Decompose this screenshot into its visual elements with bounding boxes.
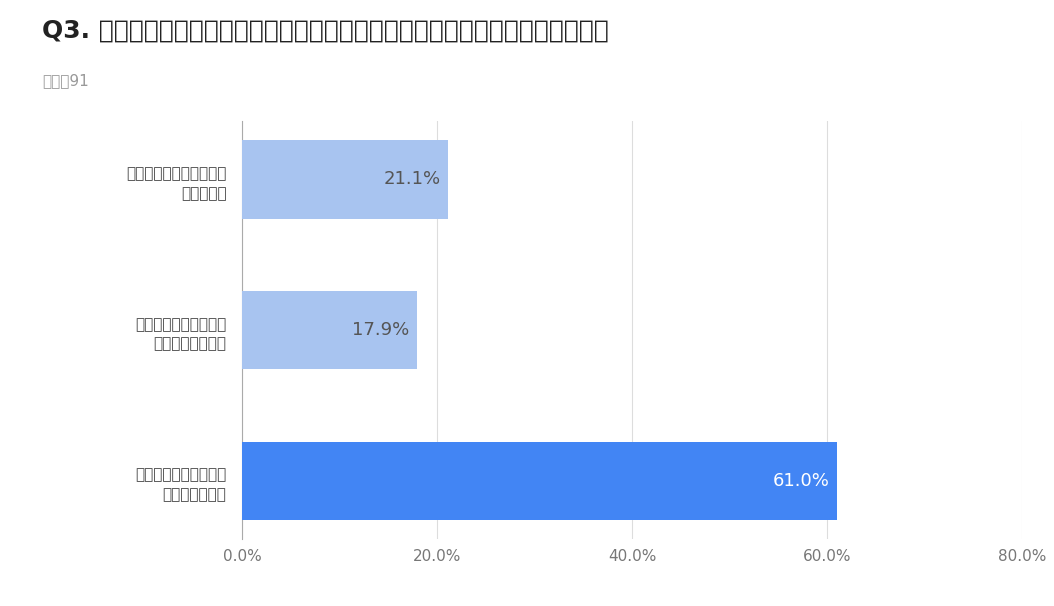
Text: 61.0%: 61.0%	[773, 472, 829, 490]
Text: 回答数91: 回答数91	[42, 73, 89, 88]
Text: 17.9%: 17.9%	[352, 321, 409, 339]
Text: 21.1%: 21.1%	[384, 170, 441, 188]
Text: Q3. 今後、オンラインでの顧客コミュニケーションの実施を検討していますか？: Q3. 今後、オンラインでの顧客コミュニケーションの実施を検討していますか？	[42, 18, 609, 42]
Bar	[242, 291, 417, 370]
Bar	[242, 140, 448, 219]
Bar	[242, 442, 837, 521]
